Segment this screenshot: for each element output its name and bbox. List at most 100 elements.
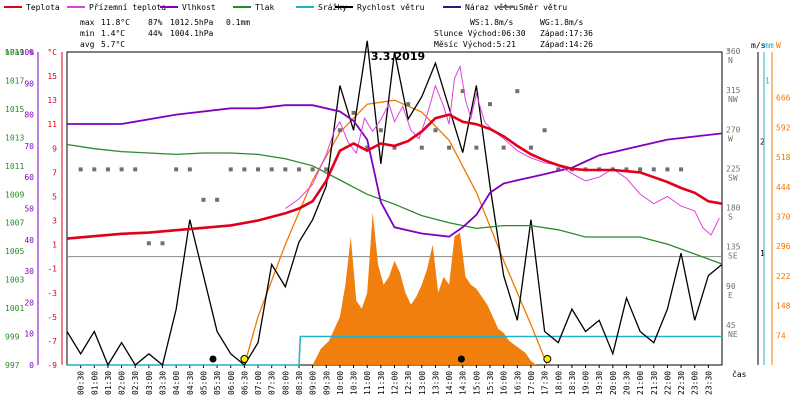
solar-line <box>243 99 548 366</box>
x-tick-label-0: 00:30 <box>77 371 86 395</box>
y-unit-direction: ° <box>726 48 731 57</box>
legend-label-7: Směr větru <box>519 3 567 12</box>
y-tick-hpa-8: 1003 <box>5 276 24 285</box>
wind-direction-point <box>187 167 192 172</box>
y-tick-celsius-5: 5 <box>52 192 57 201</box>
stat-min-temp: 1.4°C <box>101 29 125 38</box>
x-tick-label-44: 22:30 <box>677 371 686 395</box>
y-tick-hpa-1: 1017 <box>5 76 24 85</box>
stat-max-rain: 0.1mm <box>226 18 250 27</box>
x-tick-label-12: 06:30 <box>240 371 249 395</box>
y-tick-celsius-10: -5 <box>47 313 57 322</box>
solar-fill-area <box>312 212 537 365</box>
wind-direction-point <box>624 167 629 172</box>
y-tick-hpa-6: 1007 <box>5 219 24 228</box>
y-tick-hpa-5: 1009 <box>5 190 24 199</box>
x-tick-label-25: 13:00 <box>418 371 427 395</box>
x-tick-label-32: 16:30 <box>513 371 522 395</box>
y-tick-percent-5: 50 <box>24 205 34 214</box>
y-tick-solar-3: 444 <box>776 183 791 192</box>
pressure-line <box>66 143 723 265</box>
wind-direction-point <box>146 241 151 246</box>
stat-max-press: 1012.5hPa <box>170 18 214 27</box>
y-unit-rain: mm <box>764 41 774 50</box>
legend-label-4: Srážky <box>318 3 347 12</box>
ground-temperature-line <box>285 64 720 236</box>
x-tick-label-2: 01:30 <box>104 371 113 395</box>
x-tick-label-11: 06:00 <box>227 371 236 395</box>
y-tick-hpa-9: 1001 <box>5 304 24 313</box>
wind-direction-point <box>201 197 206 202</box>
moonrise-marker <box>209 355 217 363</box>
wind-direction-point <box>515 89 520 94</box>
y-tick-dir-1: 315 <box>726 86 741 95</box>
legend-label-3: Tlak <box>255 3 274 12</box>
x-tick-label-37: 19:00 <box>582 371 591 395</box>
x-tick-label-14: 07:30 <box>268 371 277 395</box>
y-tick-dirname-3: SW <box>728 173 738 182</box>
legend: Teplota Přízemní teplota Vlhkost Tlak Srážky… <box>4 3 567 12</box>
y-tick-solar-7: 148 <box>776 302 791 311</box>
wind-direction-point <box>215 197 220 202</box>
y-tick-percent-0: 100 <box>20 48 35 57</box>
x-tick-label-27: 14:00 <box>445 371 454 395</box>
y-tick-wind-1: 1 <box>760 249 765 258</box>
y-tick-solar-5: 296 <box>776 242 791 251</box>
y-tick-dir-3: 225 <box>726 164 741 173</box>
stat-max-hum: 87% <box>148 18 163 27</box>
x-tick-label-36: 18:30 <box>568 371 577 395</box>
wind-direction-point <box>365 145 370 150</box>
y-tick-solar-8: 74 <box>776 331 786 340</box>
y-tick-celsius-3: 9 <box>52 144 57 153</box>
y-tick-celsius-8: -1 <box>47 265 57 274</box>
wind-direction-point <box>542 128 547 133</box>
legend-label-1: Přízemní teplota <box>89 3 166 12</box>
y-unit-percent: % <box>29 48 34 57</box>
x-tick-label-24: 12:30 <box>404 371 413 395</box>
wind-direction-point <box>283 167 288 172</box>
info-wg: WG:1.8m/s <box>540 18 584 27</box>
y-tick-dirname-4: S <box>728 213 733 222</box>
wind-direction-point <box>337 128 342 133</box>
wind-direction-point <box>460 89 465 94</box>
y-tick-celsius-11: -7 <box>47 337 57 346</box>
stats-block: max 11.8°C 87% 1012.5hPa 0.1mm min 1.4°C 44% 100… <box>80 18 593 49</box>
x-tick-label-17: 09:00 <box>309 371 318 395</box>
x-tick-label-21: 11:00 <box>363 371 372 395</box>
wind-direction-point <box>296 167 301 172</box>
info-sunrise: Slunce Východ:06:30 <box>434 29 526 38</box>
legend-label-5: Rychlost větru <box>357 3 425 12</box>
wind-direction-point <box>679 167 684 172</box>
wind-direction-point <box>160 241 165 246</box>
humidity-line <box>67 104 723 238</box>
x-tick-label-20: 10:30 <box>350 371 359 395</box>
y-tick-celsius-7: 1 <box>52 241 57 250</box>
y-tick-celsius-9: -3 <box>47 289 57 298</box>
y-tick-hpa-4: 1011 <box>5 162 24 171</box>
legend-label-6: Náraz větru <box>465 3 518 12</box>
y-tick-percent-8: 20 <box>24 298 34 307</box>
y-tick-percent-4: 60 <box>24 173 34 182</box>
stat-min-hum: 44% <box>148 29 163 38</box>
x-tick-label-39: 20:00 <box>609 371 618 395</box>
y-tick-percent-6: 40 <box>24 236 34 245</box>
x-tick-label-33: 17:00 <box>527 371 536 395</box>
y-tick-solar-6: 222 <box>776 272 791 281</box>
wind-direction-point <box>378 128 383 133</box>
y-tick-solar-0: 666 <box>776 94 791 103</box>
sunset-marker <box>543 355 552 363</box>
y-tick-celsius-4: 7 <box>52 168 57 177</box>
wind-direction-point <box>406 102 411 107</box>
info-moonrise: Měsíc Východ:5:21 <box>434 40 516 49</box>
wind-direction-point <box>474 145 479 150</box>
rain-line <box>67 335 722 366</box>
y-tick-dirname-1: NW <box>728 95 738 104</box>
y-tick-dir-2: 270 <box>726 125 741 134</box>
x-tick-label-1: 01:00 <box>90 371 99 395</box>
y-tick-dir-4: 180 <box>726 204 741 213</box>
y-unit-solar: W <box>776 41 781 50</box>
y-tick-hpa-3: 1013 <box>5 133 24 142</box>
info-ws: WS:1.8m/s <box>470 18 514 27</box>
x-tick-label-16: 08:30 <box>295 371 304 395</box>
